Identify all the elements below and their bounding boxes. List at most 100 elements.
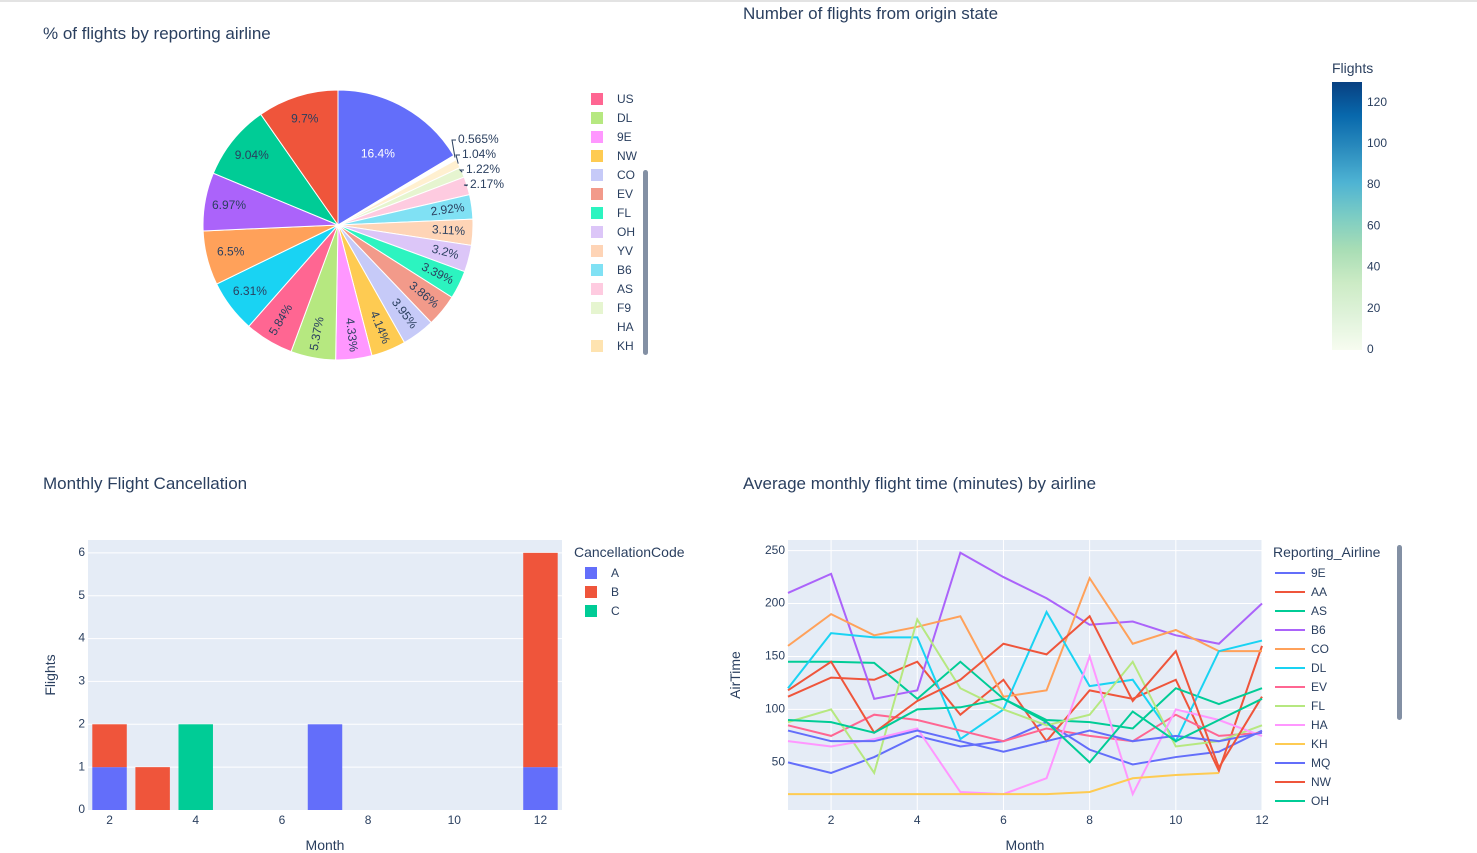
legend-line-swatch — [1275, 571, 1305, 574]
pie-legend-item-9e[interactable]: 9E — [591, 127, 632, 146]
legend-label: 9E — [617, 129, 632, 144]
pie-legend-item-as[interactable]: AS — [591, 279, 633, 298]
pie-legend-item-ev[interactable]: EV — [591, 184, 633, 203]
legend-label: F9 — [617, 300, 632, 315]
pie-legend-item-nw[interactable]: NW — [591, 146, 637, 165]
legend-label: KH — [1311, 736, 1328, 751]
line-y-axis-title: AirTime — [727, 651, 743, 699]
pie-legend-item-f9[interactable]: F9 — [591, 298, 631, 317]
legend-swatch — [591, 206, 603, 219]
legend-label: FL — [617, 205, 632, 220]
legend-label: B6 — [617, 262, 632, 277]
pie-legend-item-dl[interactable]: DL — [591, 108, 632, 127]
legend-swatch — [591, 244, 603, 257]
line-series-b6 — [787, 551, 1263, 700]
pie-legend-item-us[interactable]: US — [591, 89, 634, 108]
bar-b-month-3 — [135, 767, 170, 810]
pie-legend-item-fl[interactable]: FL — [591, 203, 631, 222]
pie-slice-label: 6.97% — [212, 198, 246, 212]
line-legend-item-co[interactable]: CO — [1275, 639, 1329, 658]
bar-x-tick: 10 — [448, 813, 462, 827]
bar-x-tick: 12 — [534, 813, 548, 827]
line-x-tick: 6 — [1000, 813, 1007, 827]
legend-swatch — [591, 301, 603, 314]
bar-a-month-12 — [523, 767, 558, 810]
line-x-axis-title: Month — [1006, 837, 1045, 853]
colorbar-gradient — [1332, 82, 1362, 350]
legend-label: B — [611, 584, 620, 599]
line-y-tick: 50 — [772, 755, 786, 769]
line-x-tick: 10 — [1169, 813, 1183, 827]
legend-label: A — [611, 565, 620, 580]
line-legend-scrollbar[interactable] — [1397, 545, 1402, 720]
line-series-9e — [787, 720, 1263, 774]
pie-legend-item-co[interactable]: CO — [591, 165, 635, 184]
line-legend-item-nw[interactable]: NW — [1275, 772, 1331, 791]
line-legend-item-b6[interactable]: B6 — [1275, 620, 1326, 639]
bar-a-month-2 — [92, 767, 127, 810]
line-legend-item-aa[interactable]: AA — [1275, 582, 1327, 601]
colorbar-tick-label: 120 — [1367, 95, 1387, 109]
bar-x-tick: 6 — [279, 813, 286, 827]
bar-x-tick: 4 — [192, 813, 199, 827]
line-legend-item-ha[interactable]: HA — [1275, 715, 1328, 734]
bar-legend-item-b[interactable]: B — [585, 582, 619, 601]
line-legend-item-dl[interactable]: DL — [1275, 658, 1326, 677]
line-chart-title: Average monthly flight time (minutes) by… — [743, 474, 1097, 493]
line-legend-item-ev[interactable]: EV — [1275, 677, 1327, 696]
legend-label: KH — [617, 338, 634, 353]
pie-slice-label: 6.5% — [217, 244, 245, 258]
pie-chart-title: % of flights by reporting airline — [43, 24, 271, 43]
legend-line-swatch — [1275, 761, 1305, 764]
legend-swatch — [591, 168, 603, 181]
legend-line-swatch — [1275, 628, 1305, 631]
bar-legend-item-c[interactable]: C — [585, 601, 620, 620]
legend-line-swatch — [1275, 723, 1305, 726]
bar-y-tick: 4 — [78, 631, 85, 645]
pie-legend-item-ha[interactable]: HA — [591, 317, 634, 336]
legend-label: FL — [1311, 698, 1326, 713]
colorbar-tick-label: 40 — [1367, 260, 1381, 274]
bar-x-tick: 8 — [365, 813, 372, 827]
line-legend-item-oh[interactable]: OH — [1275, 791, 1329, 810]
bar-b-month-12 — [523, 552, 558, 768]
line-series-group — [787, 551, 1263, 797]
legend-label: DL — [617, 110, 633, 125]
bar-b-month-2 — [92, 724, 127, 768]
pie-legend-item-kh[interactable]: KH — [591, 336, 634, 355]
pie-slice-label: 6.31% — [233, 284, 267, 298]
legend-label: CO — [1311, 641, 1329, 656]
legend-line-swatch — [1275, 742, 1305, 745]
line-legend-item-as[interactable]: AS — [1275, 601, 1327, 620]
pie-leader-line — [458, 169, 464, 173]
legend-swatch — [591, 130, 603, 143]
bar-y-tick: 5 — [78, 588, 85, 602]
pie-slice-label: 2.17% — [470, 177, 504, 191]
pie-legend-item-oh[interactable]: OH — [591, 222, 635, 241]
pie-slice — [337, 89, 455, 226]
legend-label: EV — [617, 186, 634, 201]
line-legend-item-fl[interactable]: FL — [1275, 696, 1325, 715]
pie-leader-line — [451, 139, 456, 158]
bar-legend-item-a[interactable]: A — [585, 563, 619, 582]
pie-legend-scrollbar[interactable] — [643, 170, 648, 355]
bar-c-month-4 — [178, 724, 213, 810]
line-series-ev — [787, 713, 1263, 743]
pie-legend-item-yv[interactable]: YV — [591, 241, 633, 260]
pie-legend-item-b6[interactable]: B6 — [591, 260, 632, 279]
line-plot-background — [788, 540, 1262, 810]
line-legend-item-kh[interactable]: KH — [1275, 734, 1328, 753]
line-legend-item-9e[interactable]: 9E — [1275, 563, 1326, 582]
colorbar-title: Flights — [1332, 60, 1374, 76]
legend-line-swatch — [1275, 647, 1305, 650]
legend-swatch — [591, 111, 603, 124]
pie-slice-label: 3.2% — [430, 242, 460, 262]
legend-label: OH — [1311, 793, 1329, 808]
legend-line-swatch — [1275, 704, 1305, 707]
legend-label: AA — [1311, 584, 1328, 599]
pie-slice-label: 5.37% — [307, 315, 327, 351]
bar-y-tick: 2 — [78, 716, 85, 730]
line-chart: 50 100 150 200 250 2 4 6 8 10 12 Month AirTime — [727, 540, 1269, 853]
legend-label: HA — [617, 319, 634, 334]
line-legend-item-mq[interactable]: MQ — [1275, 753, 1330, 772]
